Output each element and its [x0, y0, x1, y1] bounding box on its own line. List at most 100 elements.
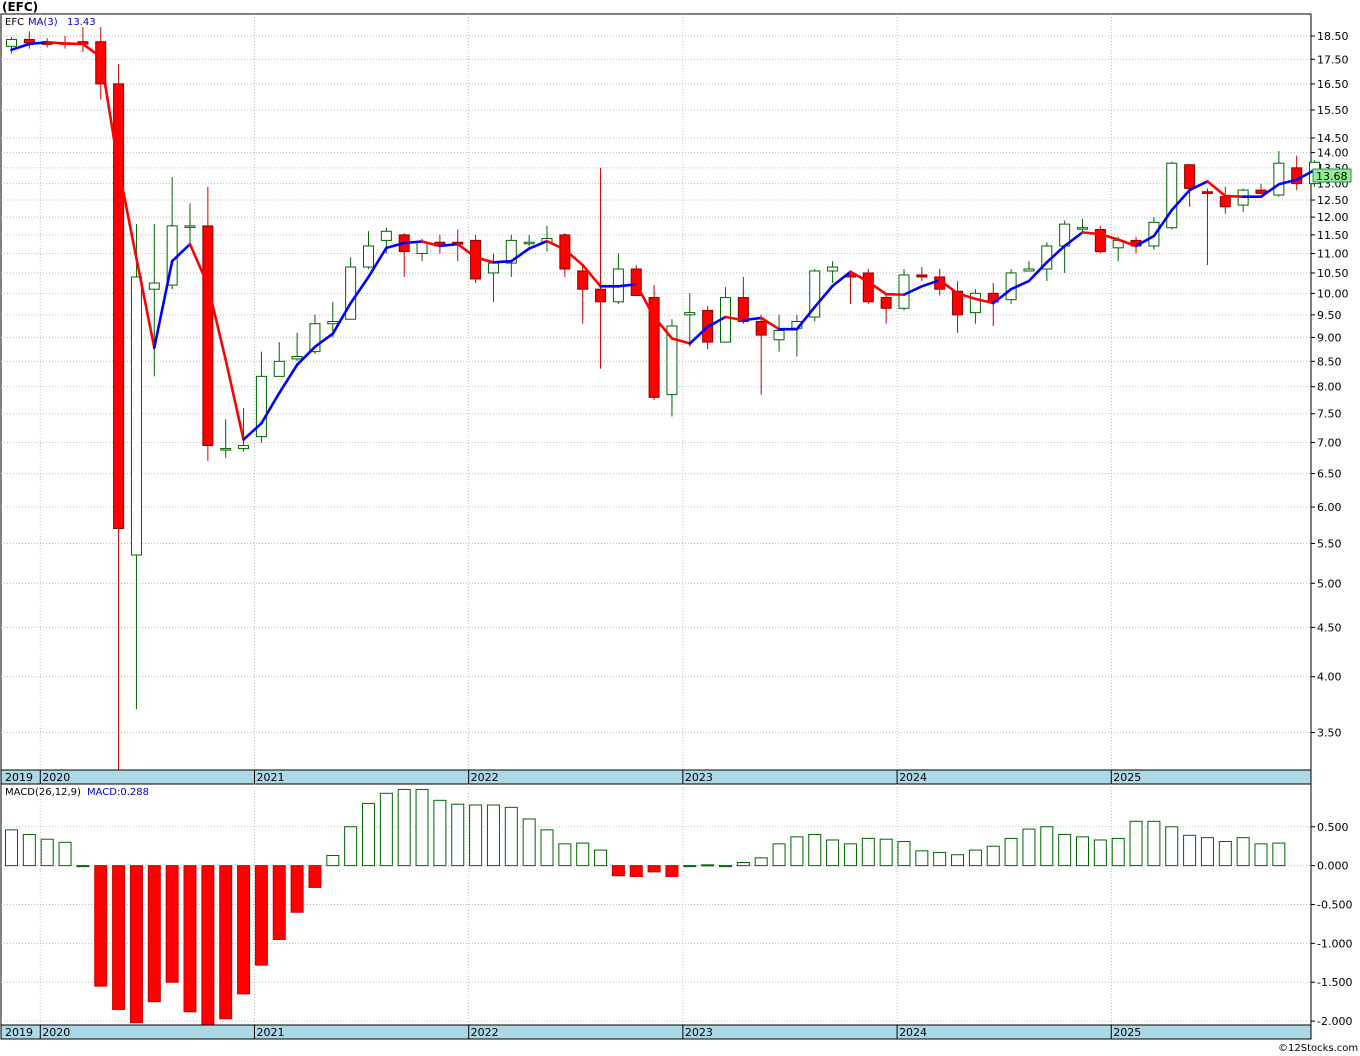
- legend-price: EFC: [5, 17, 24, 28]
- year-label: 2025: [1113, 1026, 1141, 1039]
- macd-bar: [1165, 826, 1179, 867]
- current-price-box: [1312, 168, 1352, 183]
- candle-body: [630, 268, 642, 296]
- macd-bar: [219, 865, 233, 1020]
- price-tick-label: 6.50: [1317, 468, 1342, 481]
- ma-segment: [1081, 231, 1102, 236]
- legend-ma-value: 13.43: [67, 17, 96, 28]
- macd-bar: [1183, 834, 1197, 867]
- ma-segment: [10, 42, 31, 52]
- year-label: 2024: [899, 771, 927, 784]
- macd-bar: [433, 799, 447, 867]
- ma-segment: [1099, 232, 1120, 241]
- candle-body: [255, 375, 267, 438]
- macd-bar: [504, 806, 518, 867]
- price-grid: [1, 14, 1311, 770]
- candle-body: [363, 245, 374, 268]
- year-labels-bottom: 2019 2020 2021 2022 2023 2024 2025: [5, 1025, 1141, 1039]
- macd-bar: [5, 829, 18, 867]
- macd-tick-label: -2.000: [1317, 1015, 1352, 1028]
- legend-macd-value: MACD:0.288: [87, 787, 149, 798]
- candle-body: [487, 262, 499, 274]
- ma-segment: [1295, 168, 1316, 182]
- ma-segment: [492, 259, 513, 264]
- macd-bar: [951, 854, 965, 867]
- macd-bar: [415, 788, 429, 867]
- ma-segment: [1116, 238, 1138, 248]
- ma-segment: [902, 285, 924, 296]
- macd-bar: [576, 842, 590, 867]
- price-tick-label: 4.50: [1317, 621, 1342, 634]
- candle-body: [113, 83, 125, 530]
- macd-bar: [201, 865, 215, 1026]
- candle-body: [969, 292, 981, 314]
- ma-segment: [920, 278, 942, 288]
- macd-bar: [843, 843, 857, 867]
- ma-segment: [1206, 180, 1227, 198]
- ma-segment: [634, 282, 656, 319]
- ma-segment: [670, 337, 692, 345]
- macd-bar: [112, 865, 126, 1010]
- macd-bar: [861, 837, 875, 867]
- price-tick-label: 11.50: [1317, 229, 1349, 242]
- macd-bar: [362, 802, 375, 867]
- macd-bar: [558, 843, 572, 867]
- ma-segment: [81, 42, 103, 59]
- macd-bar: [1218, 841, 1232, 867]
- ma-segment: [331, 301, 352, 336]
- candle-body: [666, 325, 678, 396]
- macd-bar: [719, 865, 732, 868]
- ma-segment: [688, 325, 709, 345]
- year-label: 2022: [471, 771, 499, 784]
- candle-body: [559, 234, 571, 270]
- macd-bar: [986, 845, 1000, 867]
- candle-body: [1094, 228, 1106, 253]
- macd-bar: [397, 788, 411, 867]
- ma-segment: [170, 242, 192, 263]
- ma-segment: [1063, 231, 1084, 248]
- candle-body: [273, 360, 285, 377]
- ma-segment: [706, 315, 727, 329]
- year-label: 2025: [1113, 771, 1141, 784]
- macd-bar: [1040, 826, 1054, 867]
- ma-segment: [438, 242, 460, 248]
- macd-bar: [326, 855, 340, 867]
- macd-bar: [736, 862, 750, 867]
- ma-segment: [1152, 208, 1174, 238]
- ma-segment: [295, 345, 317, 367]
- ma-segment: [45, 40, 67, 45]
- ma-segment: [1027, 261, 1049, 283]
- ma-segment: [242, 421, 263, 441]
- price-tick-label: 8.00: [1317, 381, 1342, 394]
- candle-body: [130, 276, 142, 556]
- macd-bar: [1129, 820, 1143, 867]
- macd-bars: [5, 788, 1286, 1026]
- macd-bar: [754, 857, 768, 867]
- ma-segment: [367, 246, 388, 279]
- ma-segment: [527, 239, 549, 250]
- ma-segment: [1170, 188, 1191, 212]
- macd-bar: [1093, 839, 1107, 867]
- candle-body: [827, 266, 839, 272]
- candle-body: [202, 225, 214, 447]
- macd-bar: [647, 865, 661, 873]
- candle-body: [1023, 268, 1035, 272]
- candle-body: [916, 274, 928, 278]
- year-label: 2019: [5, 771, 33, 784]
- ma-segment: [224, 358, 245, 441]
- macd-bar: [237, 865, 251, 995]
- macd-bar: [344, 826, 358, 867]
- candle-body: [577, 270, 589, 290]
- macd-bar: [629, 865, 643, 878]
- macd-bar: [147, 865, 161, 1003]
- candle-body: [220, 448, 232, 451]
- candle-body: [773, 330, 785, 341]
- price-tick-label: 14.50: [1317, 132, 1349, 145]
- legend-macd: MACD(26,12,9): [5, 787, 81, 798]
- macd-bar: [1004, 837, 1018, 867]
- candle-body: [1273, 162, 1285, 196]
- macd-bar: [665, 865, 679, 878]
- price-tick-label: 12.50: [1317, 194, 1349, 207]
- ma-segment: [99, 55, 120, 170]
- ma-segment: [974, 297, 995, 305]
